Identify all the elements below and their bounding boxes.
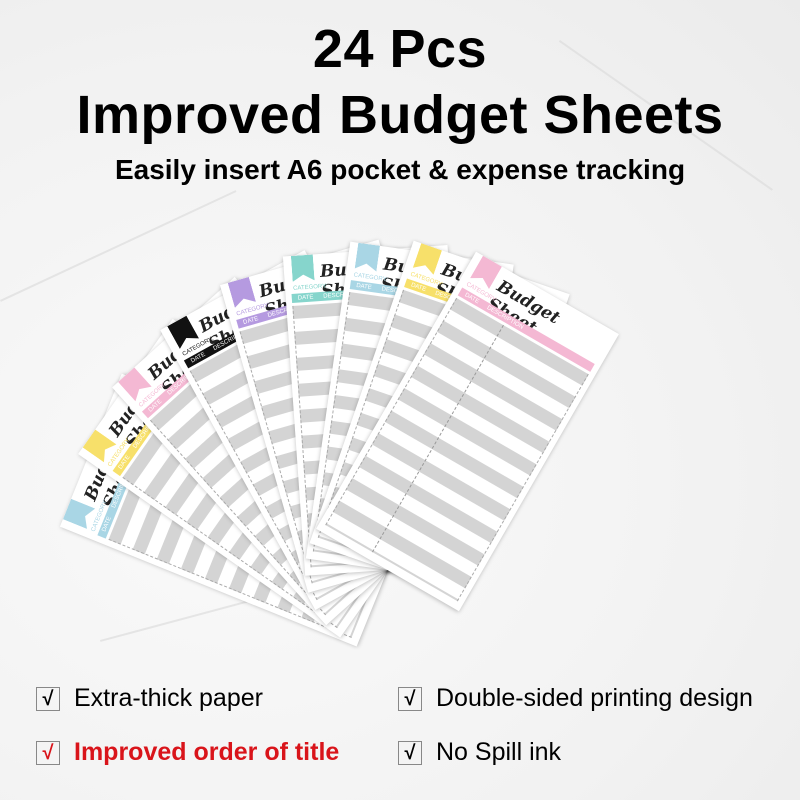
title-line-2: Improved Budget Sheets xyxy=(76,85,724,145)
bookmark-tab-icon xyxy=(355,243,380,272)
col-date: DATE xyxy=(410,281,427,293)
col-date: DATE xyxy=(101,515,113,533)
feature-item: √ Improved order of title xyxy=(36,738,339,767)
feature-label: No Spill ink xyxy=(436,738,562,766)
bookmark-tab-icon xyxy=(228,277,256,308)
feature-label: Extra-thick paper xyxy=(74,684,263,712)
subtitle: Easily insert A6 pocket & expense tracki… xyxy=(114,154,686,185)
feature-label: Double-sided printing design xyxy=(436,684,753,712)
checkmark-icon: √ xyxy=(398,686,422,711)
checkmark-icon: √ xyxy=(398,740,422,765)
feature-item: √ Double-sided printing design xyxy=(398,684,753,713)
checkmark-icon: √ xyxy=(36,740,60,765)
feature-item: √ Extra-thick paper xyxy=(36,684,263,713)
title-line-1: 24 Pcs xyxy=(312,19,488,79)
checkmark-icon: √ xyxy=(36,686,60,711)
col-date: DATE xyxy=(355,282,373,291)
bookmark-tab-icon xyxy=(63,499,95,529)
bookmark-tab-icon xyxy=(470,256,502,290)
bookmark-tab-icon xyxy=(291,254,315,281)
bookmark-tab-icon xyxy=(413,243,442,275)
feature-label: Improved order of title xyxy=(74,738,340,766)
col-date: DATE xyxy=(242,315,260,326)
feature-item: √ No Spill ink xyxy=(398,738,561,767)
col-date: DATE xyxy=(297,294,314,302)
